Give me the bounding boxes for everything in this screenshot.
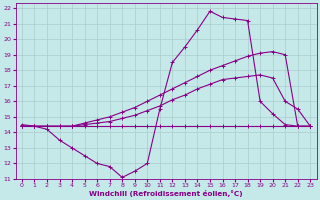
X-axis label: Windchill (Refroidissement éolien,°C): Windchill (Refroidissement éolien,°C) [89, 190, 243, 197]
